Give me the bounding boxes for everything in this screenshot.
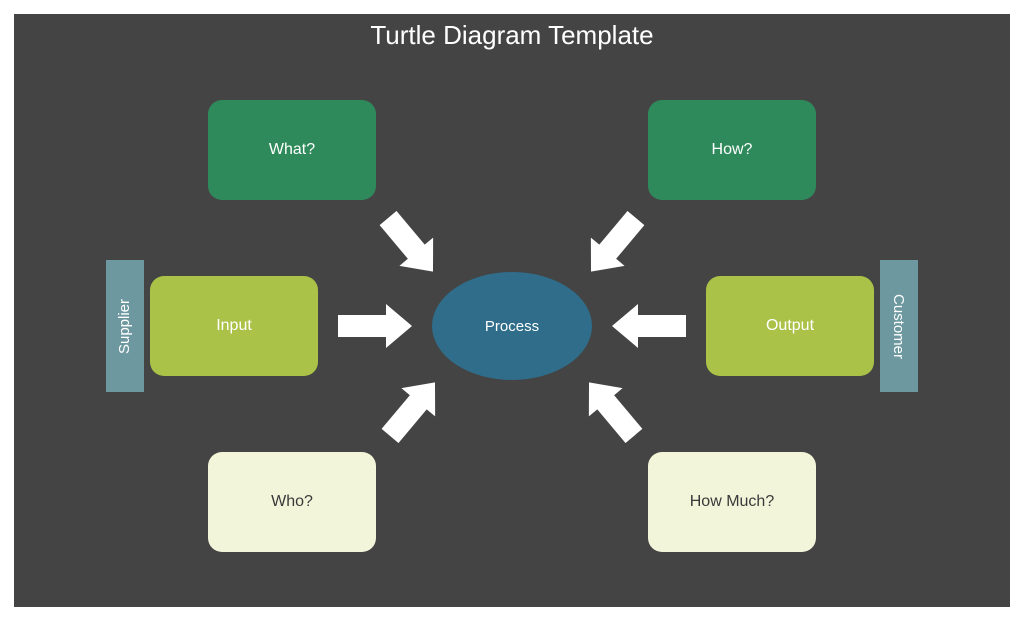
- node-howmuch: How Much?: [648, 452, 816, 552]
- side-customer-label: Customer: [891, 293, 908, 358]
- node-who-label: Who?: [271, 493, 313, 511]
- node-output: Output: [706, 276, 874, 376]
- node-how-label: How?: [712, 141, 753, 159]
- node-who: Who?: [208, 452, 376, 552]
- node-what: What?: [208, 100, 376, 200]
- diagram-title: Turtle Diagram Template: [14, 20, 1010, 51]
- center-process-label: Process: [485, 318, 539, 335]
- node-input-label: Input: [216, 317, 252, 335]
- node-how: How?: [648, 100, 816, 200]
- node-howmuch-label: How Much?: [690, 493, 774, 511]
- center-process: Process: [432, 272, 592, 380]
- side-supplier-label: Supplier: [117, 298, 134, 353]
- side-customer: Customer: [880, 260, 918, 392]
- diagram-canvas: Turtle Diagram Template Process What? How? I…: [14, 14, 1010, 607]
- node-output-label: Output: [766, 317, 814, 335]
- node-input: Input: [150, 276, 318, 376]
- side-supplier: Supplier: [106, 260, 144, 392]
- node-what-label: What?: [269, 141, 315, 159]
